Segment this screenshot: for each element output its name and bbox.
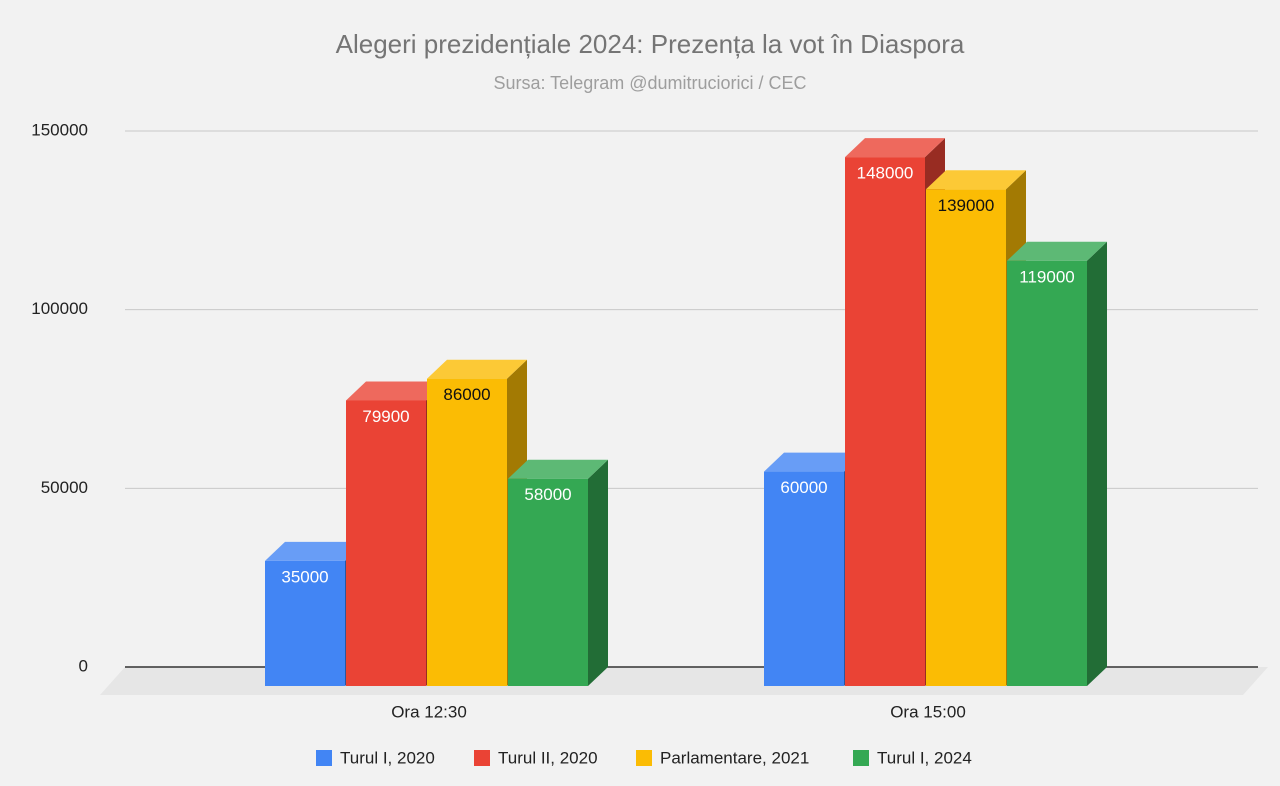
bar-top [1007, 241, 1107, 261]
y-tick-label: 50000 [41, 478, 88, 497]
bar [764, 471, 844, 686]
chart-title: Alegeri prezidențiale 2024: Prezența la … [336, 29, 965, 59]
bar-top [265, 541, 365, 561]
y-tick-label: 0 [79, 656, 88, 675]
bar-side [588, 459, 608, 686]
bar [926, 189, 1006, 686]
data-label: 119000 [1019, 267, 1074, 286]
legend-swatch [636, 750, 652, 766]
legend-label: Turul I, 2024 [877, 748, 972, 767]
legend-swatch [316, 750, 332, 766]
bar-top [845, 138, 945, 158]
data-label: 60000 [780, 478, 827, 497]
data-label: 35000 [281, 567, 328, 586]
chart-subtitle: Sursa: Telegram @dumitruciorici / CEC [493, 73, 806, 93]
x-tick-label: Ora 15:00 [890, 702, 966, 721]
data-label: 58000 [524, 485, 571, 504]
bar-top [346, 381, 446, 401]
bar [427, 378, 507, 686]
bar-top [764, 452, 864, 472]
bar-side [1087, 241, 1107, 687]
legend-swatch [853, 750, 869, 766]
y-tick-label: 100000 [31, 299, 88, 318]
bar [845, 157, 925, 686]
legend-label: Turul I, 2020 [340, 748, 435, 767]
bar [265, 560, 345, 686]
legend-label: Parlamentare, 2021 [660, 748, 809, 767]
bar-top [926, 170, 1026, 190]
bar [508, 478, 588, 686]
legend-swatch [474, 750, 490, 766]
bar [1007, 260, 1087, 686]
y-tick-label: 150000 [31, 120, 88, 139]
data-label: 79900 [362, 407, 409, 426]
bar-top [427, 359, 527, 379]
bar [346, 400, 426, 686]
legend-label: Turul II, 2020 [498, 748, 598, 767]
x-tick-label: Ora 12:30 [391, 702, 467, 721]
data-label: 148000 [857, 164, 914, 183]
bar-top [508, 459, 608, 479]
data-label: 86000 [443, 385, 490, 404]
data-label: 139000 [938, 196, 995, 215]
